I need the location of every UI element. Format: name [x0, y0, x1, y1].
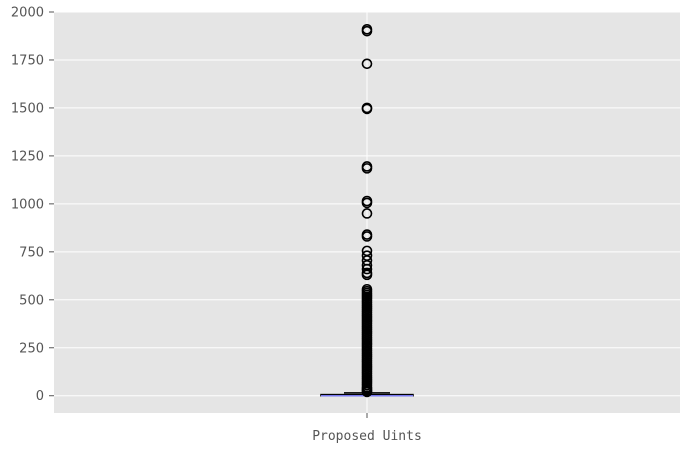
outlier-point: [361, 58, 373, 70]
y-tick-label: 1750: [11, 53, 44, 68]
y-tick-label: 2000: [11, 6, 44, 21]
outlier-point: [361, 197, 373, 209]
y-tick-label: 750: [19, 245, 44, 260]
outlier-point: [361, 103, 373, 115]
outlier-point: [361, 208, 373, 219]
outlier-point: [361, 231, 373, 242]
y-tick-label: 500: [19, 293, 44, 308]
outlier-point: [361, 25, 373, 37]
outlier-point: [361, 269, 373, 281]
outlier-point: [361, 263, 373, 275]
x-tick-label: Proposed Uints: [312, 429, 422, 444]
outlier-point: [361, 386, 373, 398]
boxes: [320, 23, 414, 398]
outlier-point: [361, 163, 373, 174]
y-tick-label: 1000: [11, 197, 44, 212]
y-tick-label: 1500: [11, 101, 44, 116]
y-tick-label: 0: [36, 389, 44, 404]
y-tick-label: 1250: [11, 149, 44, 164]
y-axis: 0 250 500 750 1000 1250 1500 1750 2000: [11, 6, 54, 404]
x-axis: Proposed Uints: [312, 413, 422, 444]
y-tick-label: 250: [19, 341, 44, 356]
